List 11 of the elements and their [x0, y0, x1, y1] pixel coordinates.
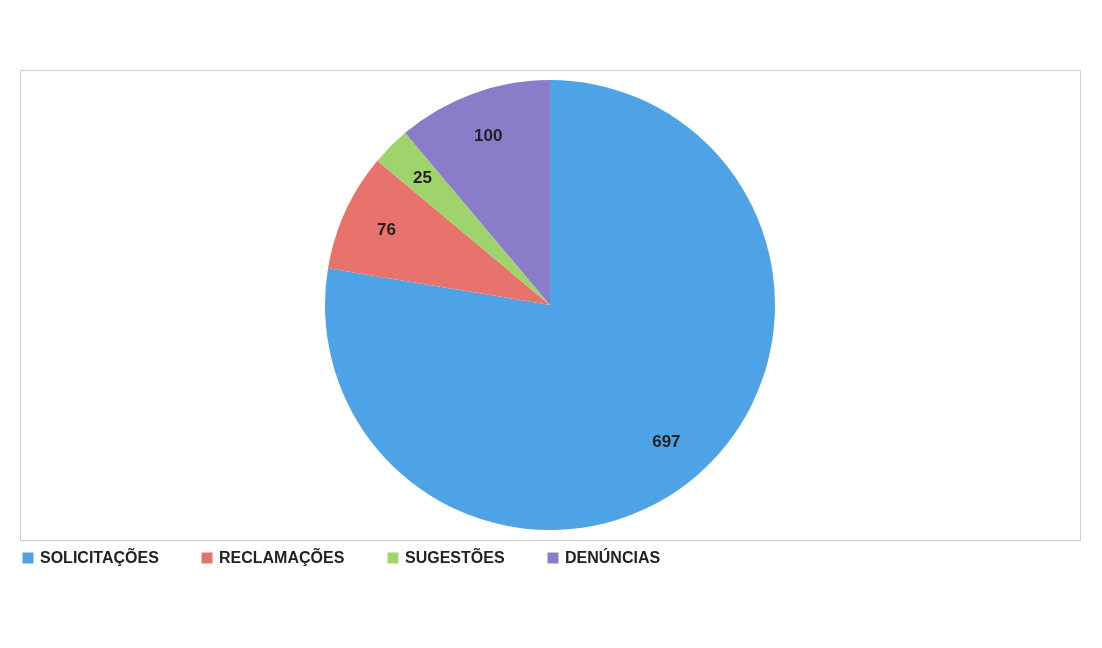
- data-label: 697: [652, 432, 681, 452]
- data-label: 76: [376, 219, 396, 239]
- pie-slice: [328, 160, 550, 305]
- pie-slice: [325, 80, 775, 530]
- pie-slice: [405, 80, 550, 305]
- legend-label: SOLICITAÇÕES: [40, 547, 160, 566]
- data-label: 100: [474, 125, 503, 145]
- data-label: 25: [413, 167, 432, 187]
- legend-label: DENÚNCIAS: [565, 548, 661, 566]
- legend-label: RECLAMAÇÕES: [219, 547, 345, 566]
- legend-label: SUGESTÕES: [405, 547, 505, 566]
